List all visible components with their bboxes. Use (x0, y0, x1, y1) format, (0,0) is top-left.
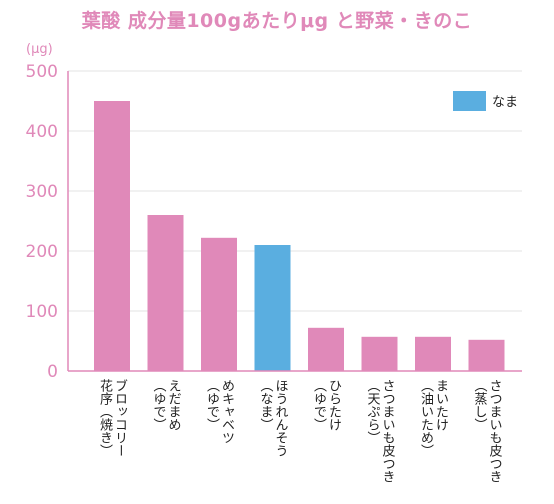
y-tick-label: 300 (26, 182, 58, 202)
y-tick-label: 500 (26, 62, 58, 82)
bars (94, 101, 505, 371)
x-category-label: めキャベツ (219, 379, 235, 444)
x-category-label: （天ぷら） (365, 379, 381, 444)
bar (361, 336, 398, 371)
grid-lines (68, 70, 522, 312)
y-axis-unit: (μg) (26, 42, 53, 57)
x-category-label: さつまいも皮つき (380, 379, 396, 483)
bar (415, 336, 451, 371)
legend-swatch (453, 91, 486, 111)
y-tick-label: 0 (47, 362, 58, 382)
x-category-label: 花序（焼き） (97, 378, 113, 457)
legend-label: なま (492, 95, 518, 110)
y-tick-label: 100 (26, 302, 58, 322)
y-tick-labels: (μg) 0 100 200 300 400 500 (26, 42, 58, 382)
x-category-label: えだまめ (166, 379, 181, 431)
bar (308, 327, 344, 371)
x-category-label: （油いため） (418, 379, 434, 457)
x-category-label: ほうれんそう (273, 379, 289, 457)
x-category-label: ブロッコリー (112, 378, 127, 457)
axes (67, 71, 522, 372)
bar (94, 101, 130, 371)
x-category-label: （ゆで） (311, 379, 327, 431)
x-category-label: （なま） (258, 379, 274, 431)
x-category-label: さつまいも皮つき (487, 379, 503, 483)
x-category-label: （ゆで） (151, 379, 167, 431)
bar (254, 245, 291, 371)
x-category-label: （ゆで） (204, 379, 220, 431)
x-category-label: ひらたけ (326, 379, 341, 431)
legend: なま (453, 91, 518, 111)
bar (147, 215, 184, 371)
chart-title: 葉酸 成分量100gあたりμg と野菜・きのこ (81, 10, 473, 32)
x-category-label: まいたけ (433, 379, 448, 431)
bar (201, 237, 237, 371)
x-category-label: （蒸し） (472, 379, 488, 431)
bar (468, 339, 505, 371)
y-tick-label: 200 (26, 242, 58, 262)
y-tick-label: 400 (26, 122, 58, 142)
